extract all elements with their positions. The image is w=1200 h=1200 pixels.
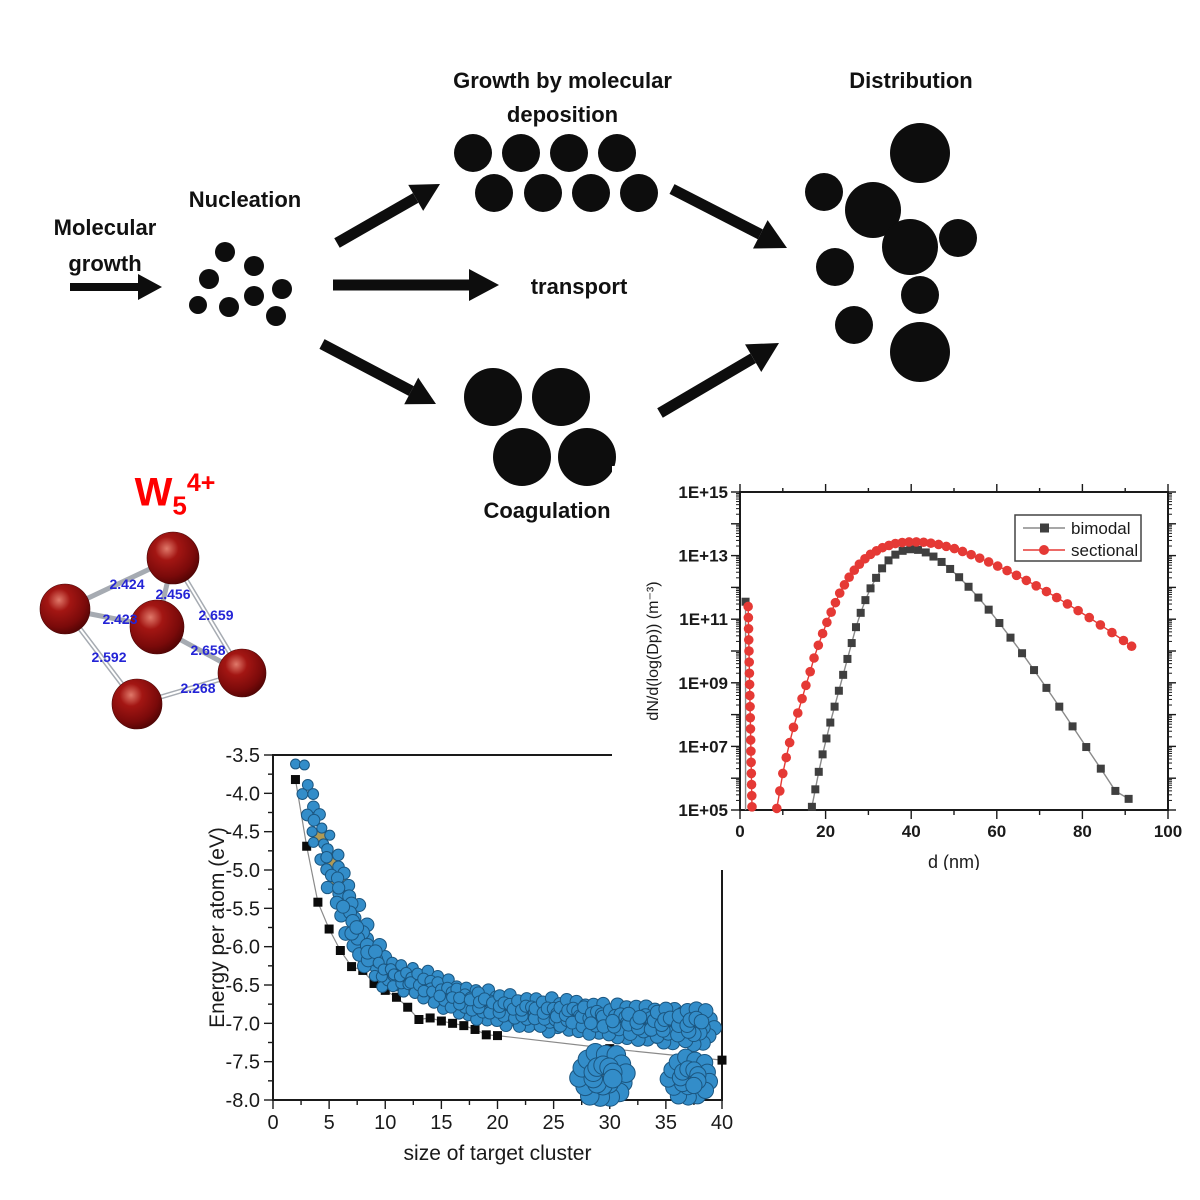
svg-text:20: 20 [816,822,835,841]
chart1-x-title: d (nm) [928,852,980,870]
cluster-icon [506,992,549,1033]
cluster-icon [670,1001,722,1052]
svg-text:10: 10 [374,1112,396,1134]
svg-text:80: 80 [1073,822,1092,841]
molecule-title: W54+ [60,469,290,521]
coagulation-to-distribution-arrow [657,343,779,418]
molecule-subscript: 5 [172,490,187,521]
chart1-ticks [731,484,1176,819]
deposition-line1: Growth by molecular [453,68,672,93]
bond-length-label: 2.592 [91,649,126,665]
svg-text:0: 0 [267,1112,278,1134]
svg-text:15: 15 [430,1112,452,1134]
svg-text:-7.0: -7.0 [226,1013,260,1035]
chart1-legend: bimodal sectional [1014,514,1142,562]
svg-text:5: 5 [324,1112,335,1134]
bond-length-label: 2.423 [102,611,137,627]
cluster-icon [659,1048,719,1106]
molecular-growth-label: Molecular growth [30,210,180,282]
svg-text:1E+07: 1E+07 [678,737,728,756]
cluster-icon [320,866,356,901]
svg-text:-5.5: -5.5 [226,898,260,920]
svg-text:-5.0: -5.0 [226,860,260,882]
cluster-icon [296,778,320,800]
distribution-chart-panel: 0 20 40 60 80 100 1E+05 1E+07 1E+09 1E+11 1E+13 1E+… [612,466,1200,872]
bond-length-label: 2.456 [155,586,190,602]
chart2-y-title: Energy per atom (eV) [206,827,229,1028]
svg-text:-3.5: -3.5 [226,745,260,767]
chart1-tick-labels: 0 20 40 60 80 100 1E+05 1E+07 1E+09 1E+11 1E+13 1E+… [645,483,1182,872]
molecule-charge: 4+ [186,469,216,497]
svg-text:1E+11: 1E+11 [679,610,728,629]
nucleation-cluster [189,242,292,326]
svg-text:20: 20 [486,1112,508,1134]
bond-length-label: 2.424 [109,576,144,592]
nucleation-to-deposition-arrow [334,184,440,248]
flow-diagram [70,123,977,486]
deposition-line2: deposition [506,102,619,127]
distribution-label: Distribution [849,68,973,93]
series-bimodal [741,545,1133,811]
cluster-icon [569,1042,636,1107]
molecule-symbol: W [134,470,173,515]
svg-text:40: 40 [902,822,921,841]
bond-length-label: 2.268 [180,680,215,696]
coagulation-label: Coagulation [483,498,611,523]
deposition-cluster [454,134,658,212]
distribution-cluster [805,123,977,382]
cluster-icon [290,758,310,771]
molecule-structure: 2.424 2.456 2.423 2.659 2.592 2.658 2.268 [39,531,267,730]
svg-text:1E+05: 1E+05 [678,801,728,820]
svg-text:25: 25 [543,1112,565,1134]
legend-label-sectional: sectional [1071,541,1138,560]
cluster-icon [338,914,375,953]
svg-text:0: 0 [735,822,744,841]
energy-chart: 0 5 10 15 20 25 30 35 40 -3.5 -4.0 -4.5 -5.0 -5.5 -6.0… [206,745,733,1165]
svg-text:1E+09: 1E+09 [678,674,728,693]
molecular-growth-line2: growth [68,251,142,276]
chart2-tick-labels: 0 5 10 15 20 25 30 35 40 -3.5 -4.0 -4.5 -5.0 -5.5 -6.0… [206,745,733,1165]
cluster-icon [300,800,326,827]
nucleation-to-transport-arrow [333,269,499,301]
coagulation-cluster [464,368,616,486]
molecule-atoms [39,531,267,730]
chart2-x-title: size of target cluster [404,1142,592,1165]
transport-label: transport [530,274,628,299]
deposition-to-distribution-arrow [669,184,787,249]
svg-text:-4.0: -4.0 [226,783,260,805]
svg-text:1E+13: 1E+13 [678,547,728,566]
svg-text:60: 60 [987,822,1006,841]
cluster-icon [314,843,345,876]
bond-length-labels: 2.424 2.456 2.423 2.659 2.592 2.658 2.268 [91,576,233,696]
svg-text:-4.5: -4.5 [226,822,260,844]
w5-molecule-panel: W54+ 2.424 2.456 2.423 2.659 2.592 2.658 2.268 [20,455,320,765]
molecular-growth-arrow [70,274,162,300]
distribution-chart: 0 20 40 60 80 100 1E+05 1E+07 1E+09 1E+11 1E+13 1E+… [645,483,1182,872]
deposition-label: Growth by molecular deposition [430,64,695,132]
legend-label-bimodal: bimodal [1071,519,1131,538]
svg-text:-8.0: -8.0 [226,1090,260,1112]
cluster-icons [290,758,722,1107]
nucleation-label: Nucleation [188,187,302,212]
series-sectional [743,537,1137,814]
energy-chart-panel: 0 5 10 15 20 25 30 35 40 -3.5 -4.0 -4.5 -5.0 -5.5 -6.0… [200,738,740,1200]
svg-text:100: 100 [1154,822,1182,841]
svg-text:-6.5: -6.5 [226,975,260,997]
svg-text:30: 30 [599,1112,621,1134]
nucleation-to-coagulation-arrow [319,339,436,405]
svg-text:1E+15: 1E+15 [678,483,728,502]
svg-text:35: 35 [655,1112,677,1134]
bond-length-label: 2.659 [198,607,233,623]
svg-text:-6.0: -6.0 [226,937,260,959]
chart1-y-title: dN/d(log(Dp)) (m⁻³) [645,581,662,720]
bond-length-label: 2.658 [190,642,225,658]
molecular-growth-line1: Molecular [53,215,157,240]
svg-text:40: 40 [711,1112,733,1134]
svg-text:-7.5: -7.5 [226,1052,260,1074]
